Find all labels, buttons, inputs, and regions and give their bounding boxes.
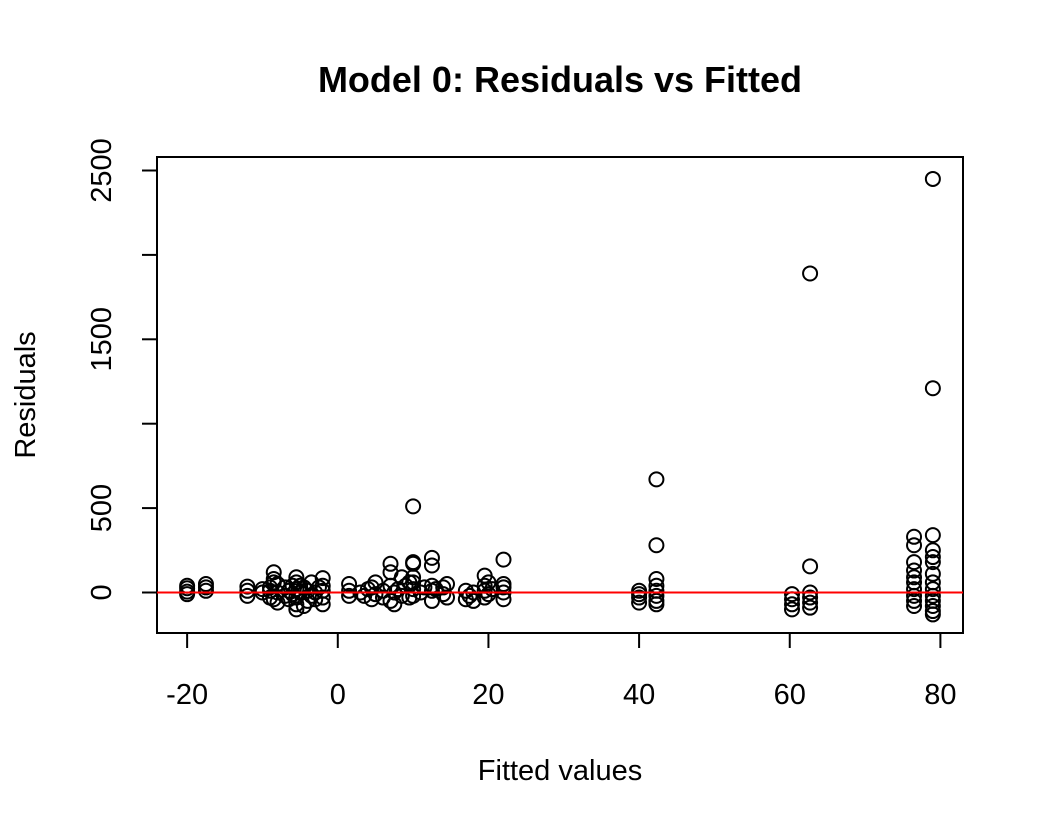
data-point [802,599,819,616]
data-point [784,596,801,613]
data-point [341,576,358,593]
data-point [461,587,478,604]
data-point [314,582,331,599]
data-point [495,551,512,568]
data-point [495,579,512,596]
data-point [802,558,819,575]
data-point [906,597,923,614]
data-point [435,579,452,596]
y-tick-label: 0 [86,584,118,600]
data-point [924,549,941,566]
data-point [239,578,256,595]
data-point [802,589,819,606]
data-point [277,587,294,604]
data-point [465,592,482,609]
data-point [423,549,440,566]
data-point [924,587,941,604]
data-point [631,594,648,611]
data-point [423,557,440,574]
x-tick-label: 40 [623,679,655,711]
data-points [179,170,941,623]
data-point [382,555,399,572]
data-point [435,586,452,603]
data-point [341,582,358,599]
y-tick-label: 1500 [86,307,118,372]
data-point [906,562,923,579]
data-point [906,554,923,571]
data-point [314,589,331,606]
data-point [405,498,422,515]
data-point [631,589,648,606]
data-point [288,601,305,618]
data-point [906,537,923,554]
data-point [405,587,422,604]
data-point [924,542,941,559]
data-point [906,569,923,586]
data-point [924,565,941,582]
x-axis-label: Fitted values [478,755,642,787]
data-point [314,570,331,587]
data-point [924,527,941,544]
data-point [648,570,665,587]
x-tick-label: -20 [166,679,208,711]
data-point [648,587,665,604]
data-point [197,576,214,593]
data-point [906,587,923,604]
data-point [784,601,801,618]
data-point [476,582,493,599]
data-point [416,579,433,596]
data-point [269,576,286,593]
y-tick-label: 2500 [86,138,118,203]
data-point [802,265,819,282]
data-point [457,582,474,599]
y-axis: 0 500 1500 2500 [86,138,157,601]
data-point [239,582,256,599]
data-point [802,594,819,611]
data-point [906,528,923,545]
data-point [480,586,497,603]
data-point [924,606,941,623]
data-point [648,537,665,554]
data-point [367,586,384,603]
data-point [648,596,665,613]
data-point [924,380,941,397]
data-point [288,569,305,586]
data-point [179,586,196,603]
data-point [393,587,410,604]
y-tick-label: 500 [86,484,118,532]
data-point [906,592,923,609]
data-point [295,597,312,614]
x-tick-label: 0 [330,679,346,711]
data-point [648,471,665,488]
x-axis: -20 0 20 40 60 80 [166,633,957,711]
x-tick-label: 60 [774,679,806,711]
data-point [924,170,941,187]
data-point [924,554,941,571]
y-axis-label: Residuals [10,331,42,458]
x-tick-label: 20 [472,679,504,711]
data-point [239,587,256,604]
data-point [784,586,801,603]
data-point [405,569,422,586]
data-point [924,597,941,614]
x-tick-label: 80 [924,679,956,711]
data-point [906,581,923,598]
plot-frame [156,156,964,634]
data-point [341,587,358,604]
chart-title: Model 0: Residuals vs Fitted [318,59,802,100]
data-point [288,581,305,598]
data-point [405,581,422,598]
data-point [924,581,941,598]
data-point [439,589,456,606]
